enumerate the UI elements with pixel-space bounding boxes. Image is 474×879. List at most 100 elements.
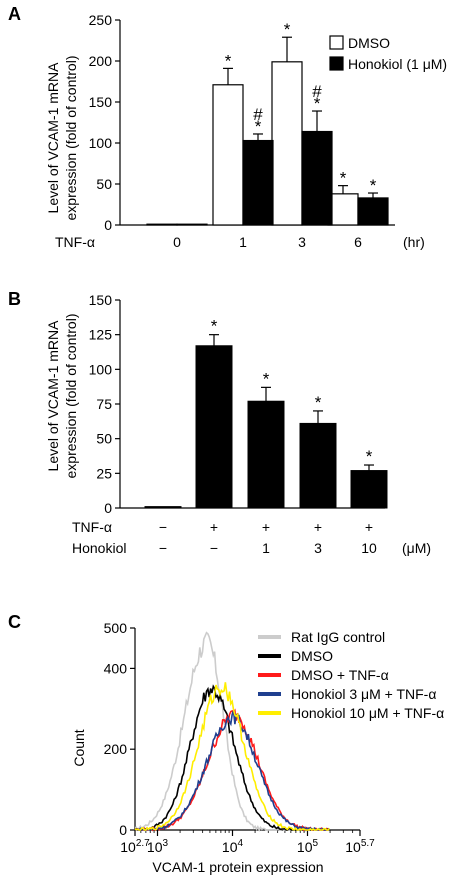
- panel-b-row-label: TNF-α: [72, 519, 112, 535]
- panel-b-bar: [247, 400, 285, 509]
- panel-a-ytick-label: 150: [89, 94, 113, 110]
- panel-b-bar: [144, 506, 182, 509]
- panel-c-xtick-base: 10: [120, 839, 136, 855]
- panel-c: C Count VCAM-1 protein expression 0 200 40…: [8, 612, 444, 875]
- panel-c-xtick-base: 10: [345, 839, 361, 855]
- panel-b-significance-star: *: [366, 447, 373, 466]
- panel-c-legend-label: Rat IgG control: [291, 629, 385, 645]
- panel-b-row-unit: (μM): [402, 540, 431, 556]
- panel-c-histogram-curve: [134, 710, 330, 832]
- panel-c-xtick-label: 105.7: [345, 838, 375, 855]
- panel-b-ytick-label: 125: [89, 327, 113, 343]
- panel-b-ytick-label: 100: [89, 361, 113, 377]
- panel-c-xtick-exponent: 2.7: [136, 838, 150, 849]
- panel-c-histogram-curve: [134, 708, 330, 832]
- panel-a-ytick-label: 200: [89, 53, 113, 69]
- panel-b-ylabel-line1: Level of VCAM-1 mRNA: [45, 320, 61, 472]
- panel-b-row-cell: +: [314, 519, 322, 535]
- panel-c-legend-label: Honokiol 3 μM + TNF-α: [291, 686, 436, 702]
- panel-a-significance-star: *: [340, 169, 347, 188]
- panel-a-bar-dmso: [271, 61, 303, 226]
- panel-a-ytick-label: 50: [96, 176, 112, 192]
- panel-b-row-cell: 10: [361, 540, 377, 556]
- panel-b-ytick-label: 0: [104, 500, 112, 516]
- panel-b-row-label: Honokiol: [72, 540, 126, 556]
- panel-a-bar-honokiol: [242, 139, 274, 226]
- panel-a-bar-dmso: [146, 223, 178, 226]
- panel-a-significance-star: *: [284, 20, 291, 39]
- panel-c-histogram-curve: [134, 682, 331, 831]
- panel-a-legend-swatch: [329, 56, 344, 71]
- panel-b-row-cell: −: [210, 540, 218, 556]
- panel-c-xtick-exponent: 4: [238, 838, 244, 849]
- panel-c-xtick-base: 10: [297, 839, 313, 855]
- panel-c-xtick-label: 103: [147, 838, 169, 855]
- panel-c-ytick-label: 400: [104, 660, 128, 676]
- panel-b-ytick-label: 75: [96, 396, 112, 412]
- panel-a-ytick-label: 0: [104, 217, 112, 233]
- panel-a-x-category: 6: [354, 234, 362, 250]
- panel-b-ytick-label: 50: [96, 431, 112, 447]
- panel-c-legend-label: DMSO + TNF-α: [291, 667, 389, 683]
- panel-a-hash-mark: #: [312, 82, 322, 101]
- panel-c-legend-label: Honokiol 10 μM + TNF-α: [291, 705, 444, 721]
- panel-b-row-cell: +: [210, 519, 218, 535]
- panel-a-bar-dmso: [212, 84, 244, 226]
- panel-a-legend-swatch: [329, 35, 344, 50]
- panel-a-significance-star: *: [225, 51, 232, 70]
- panel-a-x-category: 0: [173, 234, 181, 250]
- panel-b-row-cell: 3: [314, 540, 322, 556]
- panel-b-significance-star: *: [211, 317, 218, 336]
- panel-a-x-row-label: TNF-α: [55, 234, 95, 250]
- panel-a: A Level of VCAM-1 mRNA expression (fold …: [8, 4, 447, 250]
- panel-c-xtick-label: 102.7: [120, 838, 150, 855]
- panel-c-ytick-label: 500: [104, 620, 128, 636]
- panel-b-ylabel-line2: expression (fold of control): [63, 314, 79, 479]
- panel-a-ylabel-line1: Level of VCAM-1 mRNA: [45, 62, 61, 214]
- panel-a-x-unit: (hr): [403, 234, 425, 250]
- panel-c-xtick-base: 10: [147, 839, 163, 855]
- panel-a-legend-label: Honokiol (1 μM): [348, 56, 447, 72]
- panel-c-xtick-exponent: 5.7: [361, 838, 375, 849]
- panel-c-ylabel: Count: [71, 729, 87, 766]
- panel-b-ytick-label: 150: [89, 292, 113, 308]
- panel-c-xlabel: VCAM-1 protein expression: [152, 859, 323, 875]
- panel-b: B Level of VCAM-1 mRNA expression (fold …: [8, 289, 431, 556]
- panel-c-xtick-exponent: 3: [163, 838, 169, 849]
- panel-b-row-cell: +: [365, 519, 373, 535]
- panel-b-bar: [299, 422, 337, 509]
- panel-a-significance-star: *: [255, 117, 262, 136]
- panel-b-bar: [195, 345, 233, 509]
- panel-a-bar-honokiol: [176, 223, 208, 226]
- panel-a-x-category: 1: [239, 234, 247, 250]
- panel-b-significance-star: *: [263, 369, 270, 388]
- panel-b-ytick-label: 25: [96, 465, 112, 481]
- panel-label-b: B: [8, 289, 21, 309]
- panel-a-ylabel-line2: expression (fold of control): [63, 56, 79, 221]
- panel-b-row-cell: +: [262, 519, 270, 535]
- panel-a-bar-honokiol: [301, 130, 333, 226]
- panel-c-ytick-label: 200: [104, 741, 128, 757]
- panel-label-c: C: [8, 612, 21, 632]
- panel-label-a: A: [8, 4, 21, 24]
- panel-c-xtick-label: 105: [297, 838, 319, 855]
- panel-b-row-cell: −: [159, 519, 167, 535]
- panel-b-significance-star: *: [315, 393, 322, 412]
- panel-a-legend-label: DMSO: [348, 35, 390, 51]
- panel-c-xtick-exponent: 5: [313, 838, 319, 849]
- panel-b-row-cell: −: [159, 540, 167, 556]
- panel-c-ytick-label: 0: [119, 822, 127, 838]
- panel-c-xtick-label: 104: [222, 838, 244, 855]
- panel-a-hash-mark: #: [253, 105, 263, 124]
- panel-a-ytick-label: 100: [89, 135, 113, 151]
- panel-a-x-category: 3: [298, 234, 306, 250]
- panel-a-bar-honokiol: [357, 197, 389, 226]
- panel-a-significance-star: *: [370, 176, 377, 195]
- panel-c-xtick-base: 10: [222, 839, 238, 855]
- panel-a-ytick-label: 250: [89, 12, 113, 28]
- panel-c-legend-label: DMSO: [291, 648, 333, 664]
- panel-a-significance-star: *: [314, 94, 321, 113]
- panel-a-bar-dmso: [327, 193, 359, 226]
- panel-b-bar: [350, 470, 388, 509]
